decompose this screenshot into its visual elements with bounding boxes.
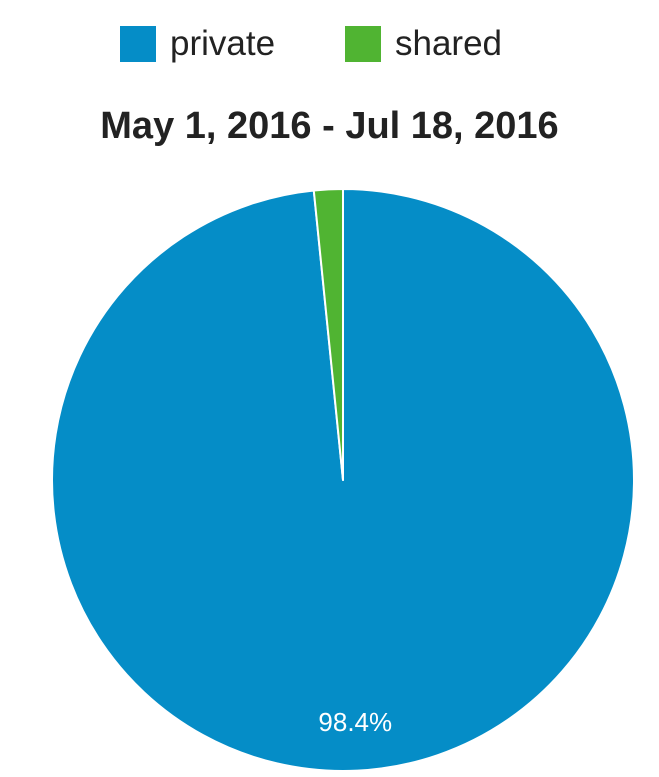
legend-swatch-private bbox=[120, 26, 156, 62]
legend-label-private: private bbox=[170, 24, 276, 63]
legend-item-private[interactable]: private bbox=[120, 22, 275, 66]
legend-swatch-shared bbox=[345, 26, 381, 62]
chart-title: May 1, 2016 - Jul 18, 2016 bbox=[100, 105, 559, 147]
legend-label-shared: shared bbox=[395, 24, 503, 63]
pie-slice-shared[interactable] bbox=[312, 188, 344, 481]
chart-legend: private shared bbox=[0, 22, 659, 66]
legend-item-shared[interactable]: shared bbox=[345, 22, 502, 66]
slice-label-private: 98.4% bbox=[318, 707, 392, 737]
